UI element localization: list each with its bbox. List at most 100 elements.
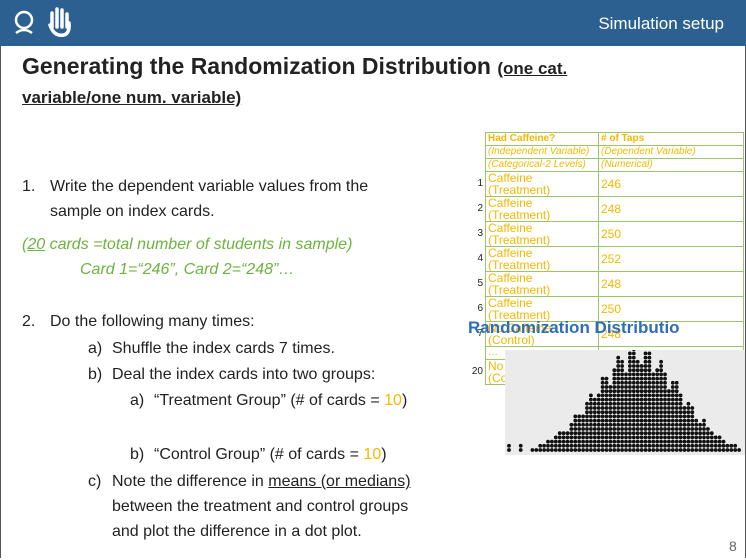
dot [663,385,667,389]
dot [561,443,566,448]
dot [659,376,663,381]
dot [592,435,597,440]
dot [600,439,605,444]
dot [608,389,613,394]
dot [670,385,675,389]
header-cell: (Independent Variable) [485,145,599,159]
dot [631,431,636,436]
dot [577,443,582,448]
dot [608,448,613,452]
dot [604,410,609,415]
dot [612,414,617,419]
dot [643,435,648,440]
dot [670,401,675,406]
sub-text: “Control Group” (# of cards = 10) [154,446,387,464]
dot [651,431,656,436]
dot [659,389,663,394]
dot [686,414,691,419]
dot [620,427,624,431]
group-cell: Caffeine (Treatment) [485,196,599,222]
dot [616,422,621,427]
dot [596,443,601,448]
dot [655,368,660,373]
sub-marker: c) [88,473,102,490]
dot [643,368,648,373]
dot [655,389,660,394]
dot [518,448,523,452]
dot [589,414,593,419]
dot [624,385,628,389]
dot [733,448,738,452]
dot [678,427,683,431]
dot [635,393,640,398]
dot [561,435,566,440]
dot [596,431,601,436]
dot [639,393,644,398]
dot [667,435,671,440]
row-index [465,132,486,146]
dot [674,435,679,440]
dot [628,397,632,402]
dot [581,448,585,452]
dot [608,418,613,423]
dot [702,427,706,431]
dot [612,435,617,440]
dot [631,418,636,423]
dot [643,431,648,436]
dot [670,439,675,444]
dot [616,385,621,389]
dot [557,439,562,444]
dot [592,448,597,452]
dot [690,448,695,452]
dot [631,439,636,444]
dot [686,448,691,452]
dot [631,414,636,419]
dot [647,380,652,385]
dot [706,448,710,452]
dot [616,401,621,406]
step-text: Do the following many times: [50,313,255,330]
dot [678,393,683,398]
dot [628,418,632,423]
dot [620,431,624,436]
dot [647,359,652,364]
dot [624,448,628,452]
row-index: 20 [465,359,486,385]
dot [546,448,550,452]
dot [585,410,589,415]
dot [608,422,613,427]
dot [659,406,663,410]
dot [589,427,593,431]
dot [670,443,675,448]
dot [651,422,656,427]
dot [628,389,632,394]
dot [569,448,574,452]
dot [553,443,558,448]
dot [651,397,656,402]
dot [608,397,613,402]
dot [577,427,582,431]
dot [643,439,648,444]
dot [690,435,695,440]
dot [592,418,597,423]
dot [608,393,613,398]
data-row: 2 Caffeine (Treatment) 248 [465,196,744,222]
dot [600,448,605,452]
dot [674,393,679,398]
dot [639,410,644,415]
dot [631,376,636,381]
dot [596,418,601,423]
dot [674,414,679,419]
dot [667,418,671,423]
dot [647,439,652,444]
dot [631,372,636,377]
dot [604,385,609,389]
card-count: 10 [384,392,402,409]
dot [577,439,582,444]
dot [674,410,679,415]
dot [651,439,656,444]
dot [581,431,585,436]
dot [659,372,663,377]
dot [600,376,605,381]
dot [573,418,578,423]
